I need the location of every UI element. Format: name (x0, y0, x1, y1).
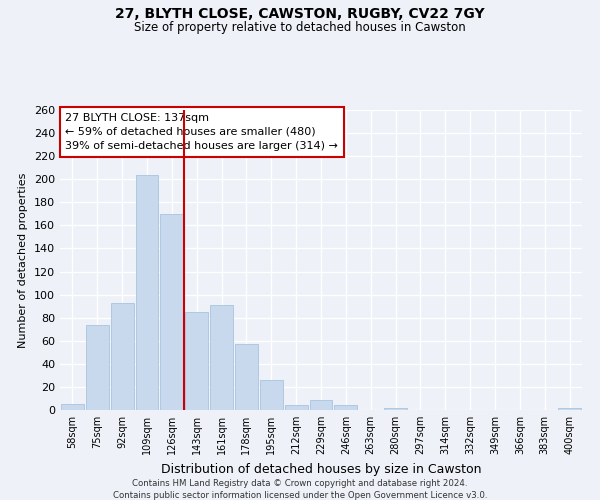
Bar (160, 214, 183, 410)
Bar (235, 344, 258, 410)
Bar (334, 406, 357, 410)
X-axis label: Distribution of detached houses by size in Cawston: Distribution of detached houses by size … (161, 462, 481, 475)
Y-axis label: Number of detached properties: Number of detached properties (19, 172, 28, 348)
Text: 27 BLYTH CLOSE: 137sqm
← 59% of detached houses are smaller (480)
39% of semi-de: 27 BLYTH CLOSE: 137sqm ← 59% of detached… (65, 113, 338, 151)
Bar (384, 408, 407, 410)
Text: Contains HM Land Registry data © Crown copyright and database right 2024.: Contains HM Land Registry data © Crown c… (132, 479, 468, 488)
Bar (310, 400, 332, 410)
Text: Contains public sector information licensed under the Open Government Licence v3: Contains public sector information licen… (113, 491, 487, 500)
Bar (111, 302, 134, 410)
Bar (185, 312, 208, 410)
Bar (260, 380, 283, 410)
Bar (61, 404, 84, 410)
Bar (86, 324, 109, 410)
Bar (136, 174, 158, 410)
Text: 27, BLYTH CLOSE, CAWSTON, RUGBY, CV22 7GY: 27, BLYTH CLOSE, CAWSTON, RUGBY, CV22 7G… (115, 8, 485, 22)
Bar (210, 305, 233, 410)
Text: Size of property relative to detached houses in Cawston: Size of property relative to detached ho… (134, 21, 466, 34)
Bar (285, 406, 308, 410)
Bar (558, 408, 581, 410)
